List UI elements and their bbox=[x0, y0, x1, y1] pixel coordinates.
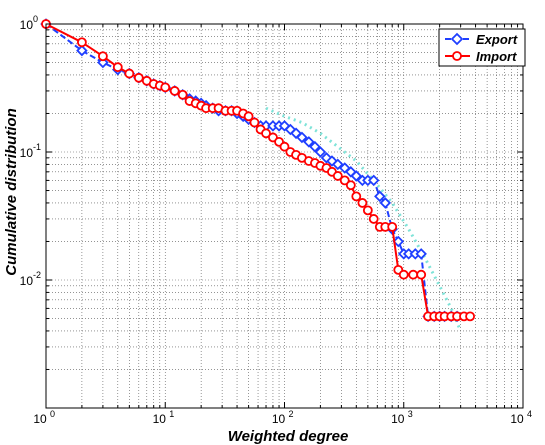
data-point bbox=[314, 146, 327, 158]
data-point bbox=[177, 89, 188, 100]
data-point bbox=[97, 51, 108, 62]
series-layer bbox=[40, 18, 475, 332]
legend: Export Import bbox=[438, 28, 526, 67]
legend-box bbox=[438, 28, 526, 67]
data-point bbox=[296, 131, 308, 144]
data-point bbox=[345, 180, 356, 191]
data-point bbox=[339, 175, 350, 186]
data-point bbox=[112, 62, 123, 73]
y-tick-label: 10 bbox=[20, 18, 34, 32]
y-tick-label-exponent: -2 bbox=[33, 270, 41, 280]
data-point bbox=[351, 191, 362, 202]
y-axis-label: Cumulative distribution bbox=[3, 108, 20, 276]
data-point bbox=[368, 214, 379, 224]
data-point bbox=[357, 198, 368, 208]
data-point bbox=[309, 140, 321, 153]
legend-marker-import bbox=[452, 51, 462, 61]
y-tick-label-exponent: -1 bbox=[33, 142, 41, 152]
data-point bbox=[124, 68, 135, 79]
series-import bbox=[41, 19, 475, 322]
data-point bbox=[133, 72, 144, 83]
data-point bbox=[169, 86, 180, 96]
x-tick-label-exponent: 3 bbox=[408, 409, 413, 419]
data-point bbox=[243, 111, 254, 122]
data-point bbox=[76, 44, 88, 57]
series-line bbox=[45, 23, 458, 318]
y-tick-label: 10 bbox=[20, 146, 34, 160]
data-point bbox=[279, 141, 290, 152]
x-tick-labels: 10 0 10 1 10 2 10 3 10 4 bbox=[33, 409, 532, 426]
data-point bbox=[415, 248, 427, 260]
x-tick-label: 10 bbox=[391, 412, 405, 426]
legend-marker-export bbox=[450, 32, 464, 46]
data-point bbox=[332, 158, 344, 171]
data-point bbox=[416, 269, 427, 280]
x-tick-label: 10 bbox=[510, 412, 524, 426]
data-point bbox=[332, 171, 343, 181]
x-tick-label-exponent: 1 bbox=[169, 409, 174, 419]
data-point bbox=[303, 136, 315, 148]
legend-label-import: Import bbox=[476, 49, 517, 64]
data-point bbox=[387, 221, 398, 232]
legend-label-export: Export bbox=[476, 32, 518, 47]
x-tick-label-exponent: 0 bbox=[50, 409, 55, 419]
data-point bbox=[350, 170, 363, 182]
grid bbox=[46, 24, 523, 408]
data-point bbox=[249, 117, 260, 128]
x-tick-label-exponent: 4 bbox=[527, 409, 532, 419]
data-point bbox=[367, 174, 380, 187]
data-point bbox=[408, 269, 419, 280]
data-point bbox=[160, 82, 171, 93]
x-tick-label-exponent: 2 bbox=[289, 409, 294, 419]
data-point bbox=[392, 235, 405, 248]
x-tick-label: 10 bbox=[153, 412, 167, 426]
x-tick-label: 10 bbox=[33, 412, 47, 426]
data-point bbox=[379, 197, 392, 209]
y-tick-label: 10 bbox=[20, 274, 34, 288]
y-tick-label-exponent: 0 bbox=[33, 14, 38, 24]
x-axis-label: Weighted degree bbox=[228, 428, 349, 445]
data-point bbox=[465, 311, 475, 322]
x-tick-label: 10 bbox=[272, 412, 286, 426]
data-point bbox=[76, 37, 87, 48]
data-point bbox=[362, 205, 373, 216]
data-point bbox=[261, 128, 271, 139]
data-point bbox=[374, 190, 386, 203]
data-point bbox=[398, 269, 409, 280]
